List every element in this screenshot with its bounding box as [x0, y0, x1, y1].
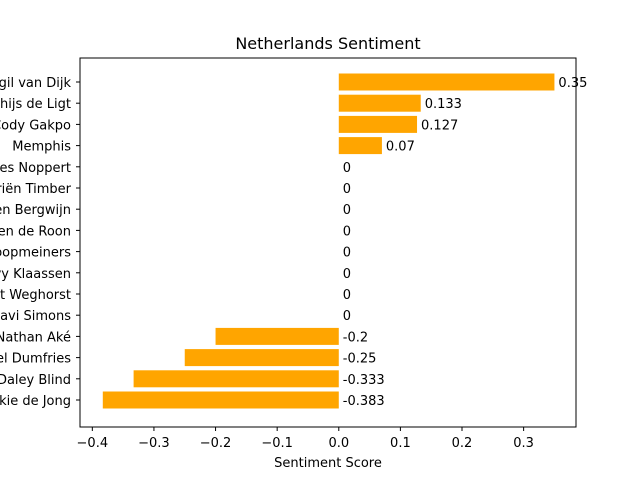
bar: [215, 327, 339, 345]
y-tick-label: Jurriën Timber: [0, 182, 72, 197]
bar: [133, 370, 339, 388]
bar-value-label: 0.127: [421, 118, 458, 133]
bar-value-label: 0: [343, 224, 351, 239]
bar: [338, 94, 421, 112]
x-tick-label: −0.2: [200, 436, 232, 451]
y-tick-label: Andries Noppert: [0, 161, 71, 176]
bar-value-label: 0: [343, 161, 351, 176]
y-tick-label: Denzel Dumfries: [0, 352, 71, 367]
y-tick-label: Virgil van Dijk: [0, 76, 71, 91]
x-tick-label: 0.2: [452, 436, 473, 451]
y-tick-label: Matthijs de Ligt: [0, 97, 71, 112]
bar: [184, 349, 339, 367]
x-axis-label: Sentiment Score: [274, 456, 382, 471]
plot-frame: [79, 57, 577, 428]
y-tick-label: Memphis: [12, 140, 71, 155]
bars-group: [102, 73, 555, 409]
bar-value-label: -0.25: [343, 352, 377, 367]
x-tick-label: 0.1: [390, 436, 411, 451]
y-tick-label: Cody Gakpo: [0, 118, 71, 133]
value-labels-group: 0.35 0.133 0.127 0.07 0 0 0 0 0 0 0 0 -0.2 -0.25 -0.33…: [343, 76, 588, 409]
bar-value-label: 0: [343, 246, 351, 261]
y-tick-label: Steven Bergwijn: [0, 203, 71, 218]
bar-value-label: 0.35: [558, 76, 587, 91]
bar-value-label: 0: [343, 203, 351, 218]
bar-value-label: 0: [343, 267, 351, 282]
x-tick-label: −0.4: [77, 436, 109, 451]
x-tick-label: −0.1: [261, 436, 293, 451]
bar-value-label: -0.2: [343, 330, 368, 345]
y-tick-label: Teun Koopmeiners: [0, 246, 71, 261]
x-tick-label: 0.0: [328, 436, 349, 451]
bar-value-label: 0.07: [386, 140, 415, 155]
bar: [102, 391, 339, 409]
y-tick-label: Frenkie de Jong: [0, 394, 71, 409]
bar-value-label: 0: [343, 288, 351, 303]
bar: [338, 137, 382, 155]
x-ticks-group: −0.4 −0.3 −0.2 −0.1 0.0 0.1 0.2 0.3: [77, 427, 534, 451]
y-tick-label: Wout Weghorst: [0, 288, 71, 303]
x-tick-label: −0.3: [138, 436, 170, 451]
bar-value-label: 0: [343, 309, 351, 324]
bar: [338, 73, 555, 91]
bar-value-label: -0.383: [343, 394, 385, 409]
y-tick-labels-group: Virgil van Dijk Matthijs de Ligt Cody Gakp…: [0, 76, 80, 409]
bar-value-label: -0.333: [343, 373, 385, 388]
y-tick-label: Daley Blind: [0, 373, 71, 388]
x-tick-label: 0.3: [513, 436, 534, 451]
y-tick-label: Xavi Simons: [0, 309, 71, 324]
bar: [338, 115, 418, 133]
chart-title: Netherlands Sentiment: [235, 34, 420, 53]
y-tick-label: Marten de Roon: [0, 224, 71, 239]
bar-value-label: 0.133: [425, 97, 462, 112]
bar-value-label: 0: [343, 182, 351, 197]
y-tick-label: Davy Klaassen: [0, 267, 71, 282]
y-tick-label: Nathan Aké: [0, 330, 71, 345]
